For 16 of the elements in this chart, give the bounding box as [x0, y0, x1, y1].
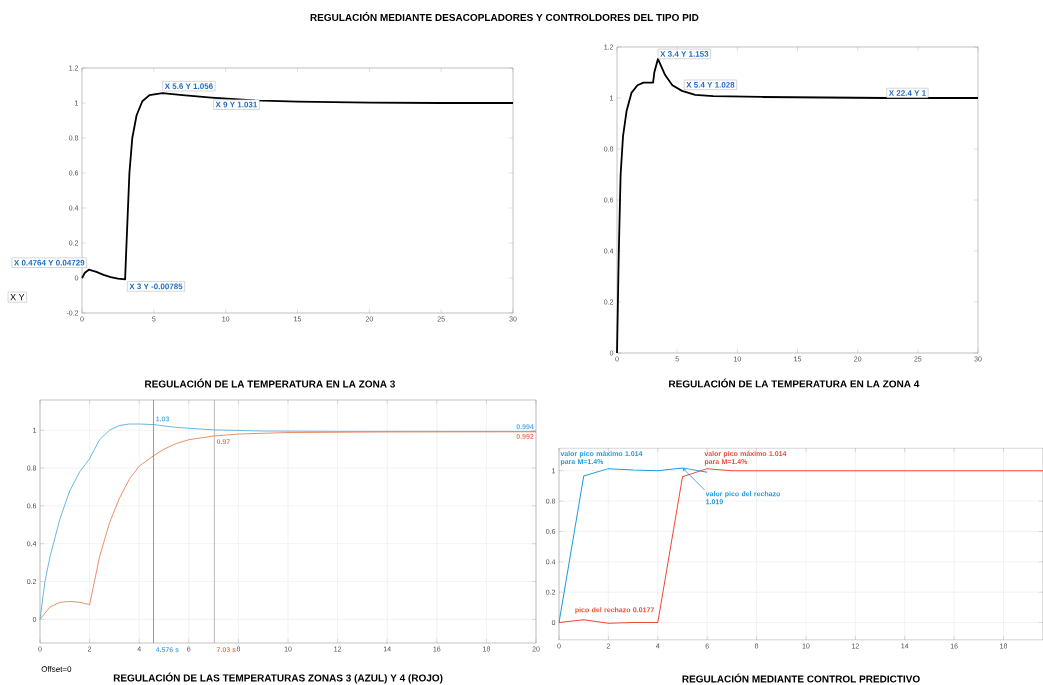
text: REGULACIÓN DE LA TEMPERATURA EN LA ZONA 3 — [145, 378, 396, 388]
text: X Y — [10, 293, 25, 301]
annotation: X 3 Y -0.00785 — [129, 283, 183, 290]
annotation: X 5.4 Y 1.028 — [686, 81, 735, 88]
text: REGULACIÓN MEDIANTE CONTROL PREDICTIVO — [682, 673, 920, 683]
line-series — [558, 467, 708, 624]
text: REGULACIÓN DE LAS TEMPERATURAS ZONAS 3 (AZUL) Y 4 (ROJO) — [113, 672, 443, 684]
annotation: X 0.4764 Y 0.04729 — [13, 259, 85, 266]
line-series — [616, 58, 979, 354]
text: REGULACIÓN DE LA TEMPERATURA EN LA ZONA 4 — [669, 378, 920, 388]
chart-title: REGULACIÓN MEDIANTE DESACOPLADORES Y CONTROLDORES DEL TIPO PID — [310, 12, 699, 22]
annotation: X 22.4 Y 1 — [888, 90, 926, 96]
annotation: X 3.4 Y 1.153 — [660, 51, 709, 57]
annotation: X 5.6 Y 1.056 — [164, 83, 213, 89]
text: Offset=0 — [41, 666, 72, 672]
annotation: X 9 Y 1.031 — [215, 101, 258, 108]
